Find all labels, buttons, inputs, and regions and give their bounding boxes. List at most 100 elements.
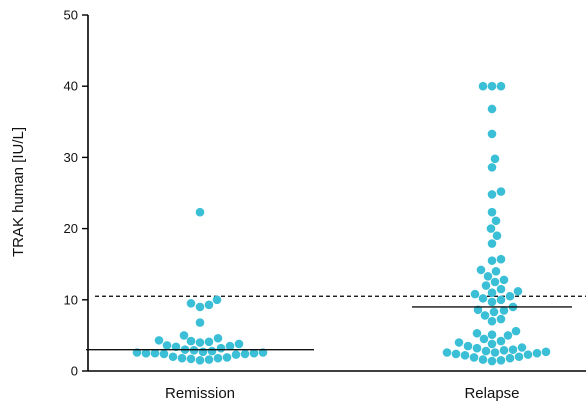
data-point [496,254,506,264]
data-point [490,154,500,164]
data-point [541,347,551,357]
data-point [489,307,499,317]
data-point [490,277,500,287]
data-point [517,343,527,352]
data-point [508,345,518,354]
data-point [476,265,486,275]
data-point [472,343,482,353]
data-point [496,81,506,91]
data-point [177,353,187,363]
data-point [213,353,223,363]
data-point [159,349,169,359]
data-point [162,341,172,350]
data-point [496,295,506,305]
data-point [207,346,217,356]
data-point [487,330,497,339]
data-point [451,349,461,359]
data-point [470,289,480,299]
y-tick-label: 40 [64,79,78,94]
data-point [487,256,497,265]
data-point [532,348,542,358]
data-point [487,297,497,307]
data-point [150,348,160,358]
data-point [231,350,241,359]
data-point [195,338,205,347]
data-point [213,333,223,343]
data-point [487,288,497,297]
y-tick-label: 30 [64,150,78,165]
data-point [469,353,479,362]
data-point [168,352,178,362]
data-point [479,334,489,344]
data-point [496,187,506,196]
data-point [195,318,205,327]
data-point [204,300,214,310]
data-point [222,353,232,362]
data-point [234,339,244,349]
data-point [491,216,501,226]
data-point [249,348,259,358]
data-point [492,231,502,241]
data-point [463,341,473,351]
data-point [491,267,501,276]
data-point [514,352,524,362]
y-tick-label: 10 [64,292,78,307]
data-point [216,343,226,353]
data-point [487,104,497,114]
groups [86,81,572,366]
data-point [204,337,214,347]
category-labels: Remission Relapse [165,385,520,402]
data-point [240,349,250,359]
data-point [472,328,482,338]
data-point [486,224,496,233]
data-point [154,336,164,345]
data-point [505,353,515,363]
data-point [141,348,151,358]
data-point [481,281,491,290]
data-point [499,346,509,355]
data-point [499,306,509,315]
data-point [186,299,196,308]
data-point [487,356,497,366]
data-point [505,291,515,301]
data-point [487,81,497,91]
data-point [460,351,470,360]
group-relapse [412,81,572,366]
category-label: Remission [165,385,235,402]
y-axis: 0 10 20 30 40 50 [64,8,89,379]
data-point [503,331,513,340]
data-point [478,81,488,91]
data-point [496,314,506,324]
data-point [195,356,205,365]
data-point [523,350,533,359]
data-point [483,272,493,281]
data-point [198,347,208,357]
data-point [513,286,523,296]
data-point [481,346,491,356]
data-point [496,336,506,346]
data-point [212,295,222,305]
y-tick-label: 50 [64,8,78,23]
data-point [487,207,497,217]
data-point [478,294,488,303]
data-point [487,129,497,139]
y-ticks: 0 10 20 30 40 50 [64,8,88,379]
data-point [487,190,497,199]
data-point [195,302,205,312]
data-point [487,163,497,172]
y-tick-label: 20 [64,221,78,236]
data-point [204,355,214,364]
y-tick-label: 0 [71,364,78,379]
data-point [179,331,189,340]
data-point [454,338,464,347]
data-point [225,341,235,351]
y-axis-title: TRAK human [IU/L] [10,127,27,257]
data-point [496,356,506,365]
data-point [499,275,509,285]
data-point [189,346,199,355]
data-point [195,207,205,217]
data-point [487,316,497,326]
data-point [186,354,196,364]
data-point [480,311,490,320]
